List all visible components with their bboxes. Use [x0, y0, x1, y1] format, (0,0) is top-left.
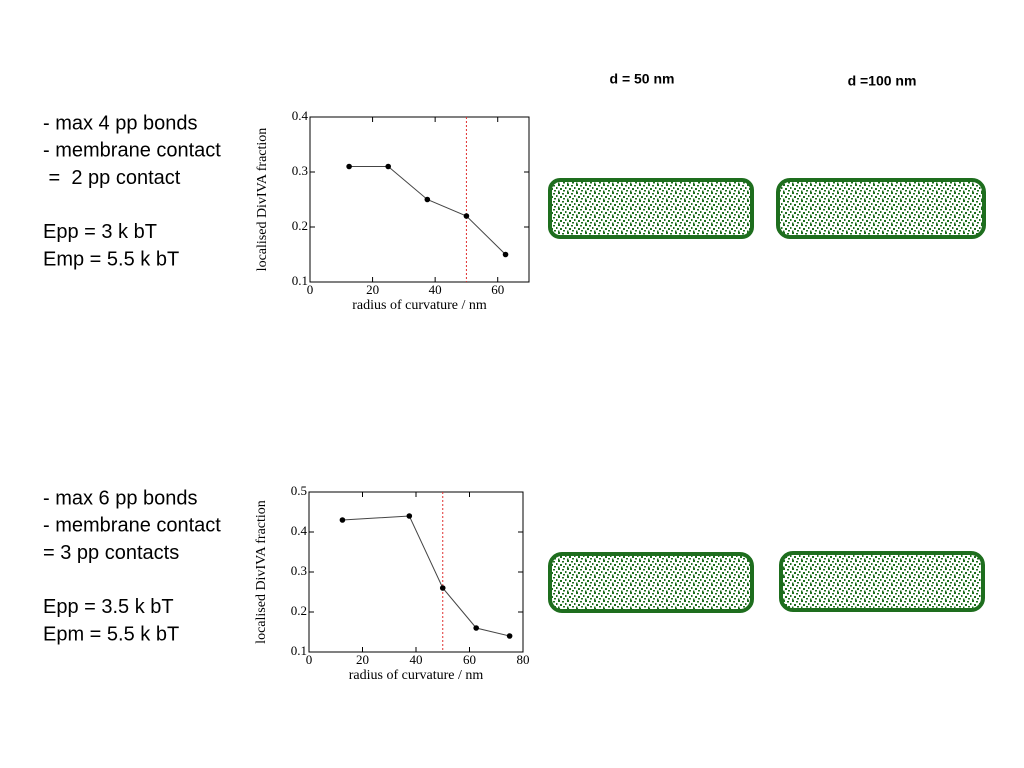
x-tick-label: 0: [306, 652, 313, 667]
note-line: Epp = 3 k bT: [43, 221, 157, 243]
x-tick-label: 20: [366, 282, 379, 297]
x-tick-label: 80: [517, 652, 530, 667]
data-point: [463, 213, 470, 219]
x-tick-label: 40: [429, 282, 442, 297]
y-tick-label: 0.5: [291, 483, 307, 498]
column-label: d =100 nm: [848, 73, 917, 89]
x-tick-label: 60: [463, 652, 476, 667]
y-tick-label: 0.4: [291, 523, 308, 538]
note-line: - membrane contact: [43, 515, 221, 537]
y-tick-label: 0.4: [292, 108, 309, 123]
data-line: [349, 166, 506, 255]
y-tick-label: 0.2: [292, 218, 308, 233]
cylinders: [548, 178, 986, 613]
data-point: [506, 633, 513, 639]
cylinder-image: [779, 551, 985, 612]
data-point: [385, 163, 392, 170]
x-tick-label: 60: [491, 282, 504, 297]
note-line: Epm = 5.5 k bT: [43, 623, 179, 645]
column-label: d = 50 nm: [610, 71, 675, 87]
note-line: Emp = 5.5 k bT: [43, 248, 179, 270]
data-line: [342, 515, 510, 637]
plot-frame: [309, 116, 530, 283]
data-point: [502, 251, 509, 258]
plot-frame: [308, 491, 524, 653]
cylinder-image: [776, 178, 986, 239]
x-tick-label: 0: [307, 282, 314, 297]
y-tick-label: 0.1: [291, 643, 307, 658]
cylinder-image: [548, 178, 754, 239]
x-tick-label: 40: [410, 652, 423, 667]
x-axis-label: radius of curvature / nm: [352, 298, 487, 313]
x-axis-label: radius of curvature / nm: [349, 668, 484, 683]
cylinder-image: [548, 552, 754, 613]
y-axis-label: localised DivIVA fraction: [255, 128, 270, 272]
data-point: [439, 585, 446, 591]
data-point: [473, 625, 479, 631]
note-line: - max 6 pp bonds: [43, 487, 198, 509]
data-point: [339, 517, 346, 523]
data-point: [406, 513, 413, 519]
note-line: = 3 pp contacts: [43, 542, 179, 564]
note-line: - membrane contact: [43, 140, 221, 162]
y-axis-label: localised DivIVA fraction: [254, 500, 269, 644]
note-line: Epp = 3.5 k bT: [43, 596, 174, 618]
note-line: = 2 pp contact: [43, 167, 181, 189]
x-tick-label: 20: [356, 652, 369, 667]
note-line: - max 4 pp bonds: [43, 112, 198, 134]
y-tick-label: 0.3: [292, 163, 308, 178]
y-tick-label: 0.3: [291, 563, 307, 578]
data-point: [424, 196, 431, 203]
y-tick-label: 0.1: [292, 273, 308, 288]
data-point: [346, 163, 352, 170]
y-tick-label: 0.2: [291, 603, 307, 618]
